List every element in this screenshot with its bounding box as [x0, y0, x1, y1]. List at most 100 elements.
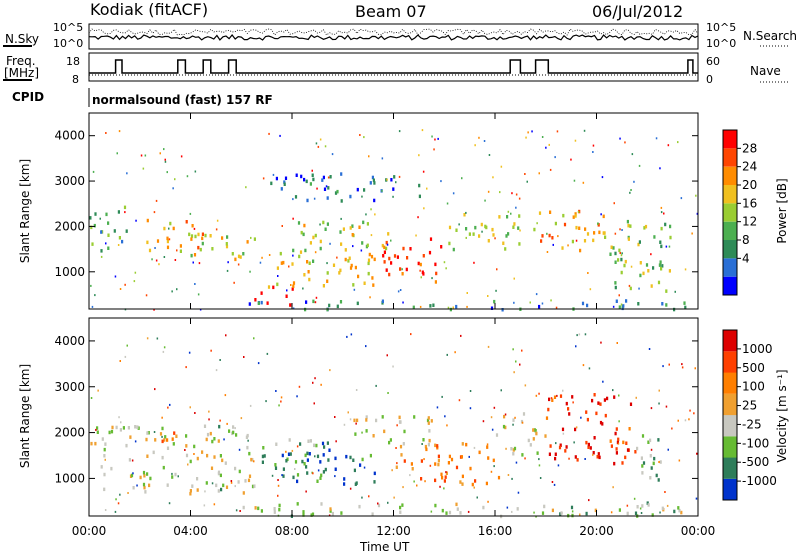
heatmap-cell: [586, 232, 590, 236]
heatmap-cell: [488, 154, 491, 156]
heatmap-cell: [576, 458, 579, 462]
heatmap-cell: [466, 292, 468, 294]
heatmap-cell: [279, 134, 281, 137]
heatmap-cell: [549, 444, 552, 448]
heatmap-cell: [538, 464, 541, 467]
heatmap-cell: [647, 440, 650, 444]
heatmap-cell: [316, 479, 319, 483]
heatmap-cell: [209, 234, 212, 238]
heatmap-cell: [452, 247, 455, 252]
heatmap-cell: [201, 450, 204, 454]
beam-title: Beam 07: [355, 2, 427, 21]
heatmap-cell: [217, 470, 221, 475]
heatmap-cell: [194, 412, 196, 414]
heatmap-cell: [627, 223, 630, 228]
heatmap-cell: [317, 469, 320, 472]
heatmap-cell: [485, 481, 488, 486]
heatmap-cell: [257, 301, 260, 305]
heatmap-cell: [166, 483, 169, 487]
heatmap-cell: [624, 141, 626, 144]
heatmap-cell: [115, 425, 118, 430]
heatmap-cell: [315, 142, 318, 145]
heatmap-cell: [91, 305, 94, 308]
colorbar-tick-label: 100: [742, 380, 765, 394]
heatmap-cell: [618, 394, 620, 397]
heatmap-cell: [185, 434, 188, 438]
heatmap-cell: [303, 223, 306, 228]
heatmap-cell: [267, 285, 271, 289]
heatmap-cell: [116, 152, 118, 155]
heatmap-cell: [371, 512, 374, 516]
x-tick-label: 16:00: [478, 524, 513, 538]
heatmap-cell: [511, 192, 513, 195]
heatmap-cell: [527, 131, 529, 134]
heatmap-cell: [663, 212, 665, 215]
heatmap-cell: [548, 452, 551, 456]
heatmap-cell: [602, 380, 604, 383]
heatmap-cell: [201, 232, 204, 236]
freq-tick-bottom: 8: [72, 73, 79, 86]
heatmap-cell: [166, 239, 169, 244]
heatmap-cell: [278, 404, 280, 407]
heatmap-cell: [248, 451, 251, 456]
heatmap-cell: [652, 461, 655, 466]
heatmap-cell: [329, 509, 332, 513]
heatmap-cell: [493, 299, 496, 304]
heatmap-cell: [387, 232, 390, 236]
heatmap-cell: [232, 425, 235, 429]
heatmap-cell: [620, 257, 623, 262]
heatmap-cell: [476, 496, 478, 499]
heatmap-cell: [197, 245, 200, 250]
heatmap-cell: [242, 505, 245, 510]
heatmap-cell: [564, 449, 567, 453]
heatmap-cell: [577, 211, 580, 213]
heatmap-cell: [225, 244, 229, 249]
heatmap-cell: [456, 507, 459, 511]
heatmap-cell: [626, 511, 629, 516]
heatmap-cell: [215, 483, 218, 488]
heatmap-cell: [90, 441, 93, 446]
heatmap-cell: [96, 426, 99, 430]
heatmap-cell: [254, 506, 257, 510]
heatmap-cell: [128, 458, 131, 462]
heatmap-cell: [432, 303, 435, 307]
heatmap-cell: [136, 484, 138, 487]
heatmap-cell: [335, 440, 337, 443]
heatmap-cell: [386, 354, 388, 357]
heatmap-cell: [461, 474, 464, 479]
heatmap-cell: [327, 176, 330, 179]
heatmap-cell: [189, 212, 192, 215]
heatmap-cell: [669, 224, 672, 229]
heatmap-cell: [266, 301, 269, 305]
power-ylabel: Slant Range [km]: [18, 158, 32, 264]
heatmap-cell: [316, 454, 320, 459]
heatmap-cell: [321, 441, 325, 446]
heatmap-cell: [634, 511, 638, 515]
heatmap-cell: [390, 261, 393, 265]
heatmap-cell: [292, 198, 294, 201]
heatmap-cell: [143, 485, 146, 490]
heatmap-cell: [148, 248, 152, 253]
colorbar-swatch: [723, 185, 737, 204]
heatmap-cell: [218, 424, 221, 429]
heatmap-cell: [350, 263, 353, 268]
heatmap-cell: [291, 449, 294, 452]
heatmap-cell: [600, 341, 602, 344]
heatmap-cell: [597, 401, 600, 405]
heatmap-cell: [441, 476, 444, 480]
heatmap-cell: [383, 245, 386, 250]
heatmap-cell: [392, 187, 395, 191]
heatmap-cell: [304, 453, 307, 458]
heatmap-cell: [521, 349, 523, 352]
heatmap-cell: [417, 261, 420, 266]
heatmap-cell: [351, 233, 354, 237]
heatmap-cell: [280, 400, 282, 403]
heatmap-cell: [610, 511, 613, 514]
heatmap-cell: [373, 480, 376, 484]
heatmap-cell: [326, 307, 329, 312]
heatmap-cell: [370, 234, 373, 237]
heatmap-cell: [664, 491, 666, 493]
heatmap-cell: [285, 294, 288, 298]
heatmap-cell: [467, 510, 470, 513]
heatmap-cell: [308, 452, 311, 456]
